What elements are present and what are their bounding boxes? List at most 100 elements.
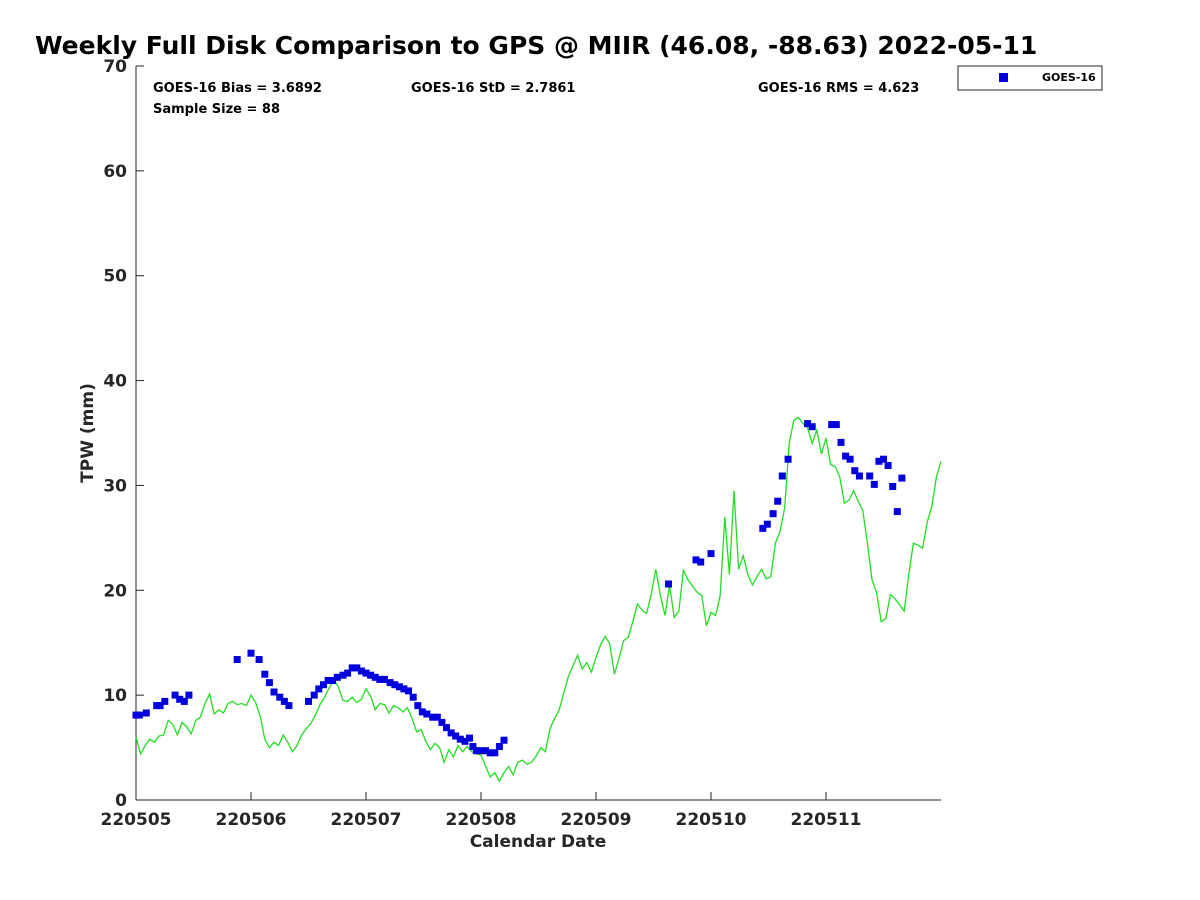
x-tick-label: 220509 (561, 810, 632, 830)
goes16-point (456, 735, 464, 743)
goes16-point (774, 497, 782, 505)
goes16-point (310, 691, 318, 699)
goes16-point (276, 693, 284, 701)
y-tick-label: 10 (103, 686, 127, 706)
goes16-point (491, 749, 499, 757)
goes16-point (884, 462, 892, 469)
goes16-point (769, 510, 777, 518)
goes16-point (353, 664, 361, 672)
y-axis-ticks: 0 10 20 30 40 50 60 70 (103, 57, 144, 811)
goes16-point (898, 474, 906, 482)
goes16-point (763, 520, 771, 528)
stats-annotations: GOES-16 Bias = 3.6892 GOES-16 StD = 2.78… (153, 81, 919, 117)
x-tick-label: 220508 (446, 810, 517, 830)
stat-sample-size: Sample Size = 88 (153, 102, 280, 117)
stat-std: GOES-16 StD = 2.7861 (411, 81, 575, 96)
goes16-point (452, 732, 460, 740)
goes16-series (132, 420, 906, 757)
goes16-point (461, 737, 469, 745)
goes16-point (880, 455, 887, 463)
goes16-point (156, 702, 164, 710)
goes16-point (846, 455, 854, 463)
goes16-point (270, 688, 278, 696)
goes16-point (142, 709, 150, 717)
goes16-point (808, 423, 816, 431)
goes16-point (855, 472, 863, 480)
goes16-point (472, 747, 480, 755)
goes16-point (255, 656, 263, 663)
goes16-point (466, 734, 473, 742)
goes16-point (233, 656, 241, 663)
goes16-point (438, 718, 446, 726)
y-tick-label: 30 (103, 476, 127, 496)
goes16-point (285, 702, 293, 710)
legend-label-goes16: GOES-16 (1042, 71, 1096, 84)
goes16-point (759, 524, 767, 532)
plot-area (135, 66, 941, 801)
x-tick-label: 220510 (676, 810, 747, 830)
y-tick-label: 70 (103, 57, 127, 77)
goes16-point (135, 711, 143, 719)
goes16-point (414, 702, 422, 710)
goes16-point (889, 483, 897, 490)
goes16-point (486, 749, 494, 757)
goes16-point (866, 472, 874, 480)
goes16-point (265, 679, 273, 687)
goes16-point (778, 472, 786, 480)
goes16-point (324, 677, 332, 684)
goes16-point (185, 691, 193, 699)
goes16-point (386, 679, 394, 687)
goes16-point (329, 677, 337, 684)
x-tick-label: 220506 (216, 810, 287, 830)
y-tick-label: 60 (103, 162, 127, 182)
goes16-point (380, 675, 388, 683)
goes16-point (893, 508, 901, 516)
legend-marker-goes16 (999, 73, 1008, 82)
goes16-point (348, 664, 356, 672)
legend-box (957, 65, 1103, 91)
x-axis-ticks: 220505 220506 220507 220508 220509 220510 2205… (101, 792, 862, 830)
goes16-point (400, 685, 408, 693)
goes16-point (875, 457, 883, 465)
goes16-point (357, 667, 365, 675)
x-tick-label: 220505 (101, 810, 172, 830)
goes16-point (469, 743, 477, 750)
goes16-point (443, 724, 450, 732)
y-tick-label: 40 (103, 372, 127, 392)
goes16-point (500, 736, 508, 744)
goes16-point (784, 455, 792, 463)
goes16-point (697, 558, 705, 566)
x-tick-label: 220507 (331, 810, 402, 830)
y-tick-label: 0 (115, 791, 127, 811)
goes16-point (362, 669, 370, 677)
y-tick-label: 50 (103, 267, 127, 287)
goes16-point (376, 675, 384, 683)
goes16-point (367, 671, 375, 679)
goes16-point (832, 421, 840, 429)
goes16-point (161, 697, 169, 705)
goes16-point (395, 683, 403, 691)
goes16-point (870, 480, 878, 488)
x-tick-label: 220511 (791, 810, 862, 830)
goes16-point (433, 713, 441, 721)
goes16-point (333, 673, 341, 681)
goes16-point (371, 673, 379, 681)
goes16-point (429, 713, 437, 721)
goes16-point (842, 452, 850, 460)
stat-bias: GOES-16 Bias = 3.6892 (153, 81, 322, 96)
goes16-point (495, 743, 503, 750)
goes16-point (171, 691, 179, 699)
goes16-point (707, 550, 715, 558)
goes16-point (280, 697, 288, 705)
goes16-point (418, 708, 426, 716)
goes16-point (828, 421, 836, 429)
goes16-point (320, 681, 327, 689)
goes16-point (477, 747, 485, 755)
y-tick-label: 20 (103, 581, 127, 601)
chart-title: Weekly Full Disk Comparison to GPS @ MII… (35, 31, 1037, 60)
goes16-point (261, 670, 269, 678)
goes16-point (315, 685, 323, 693)
goes16-point (344, 669, 352, 677)
y-axis-label: TPW (mm) (78, 383, 98, 483)
goes16-point (247, 649, 255, 657)
